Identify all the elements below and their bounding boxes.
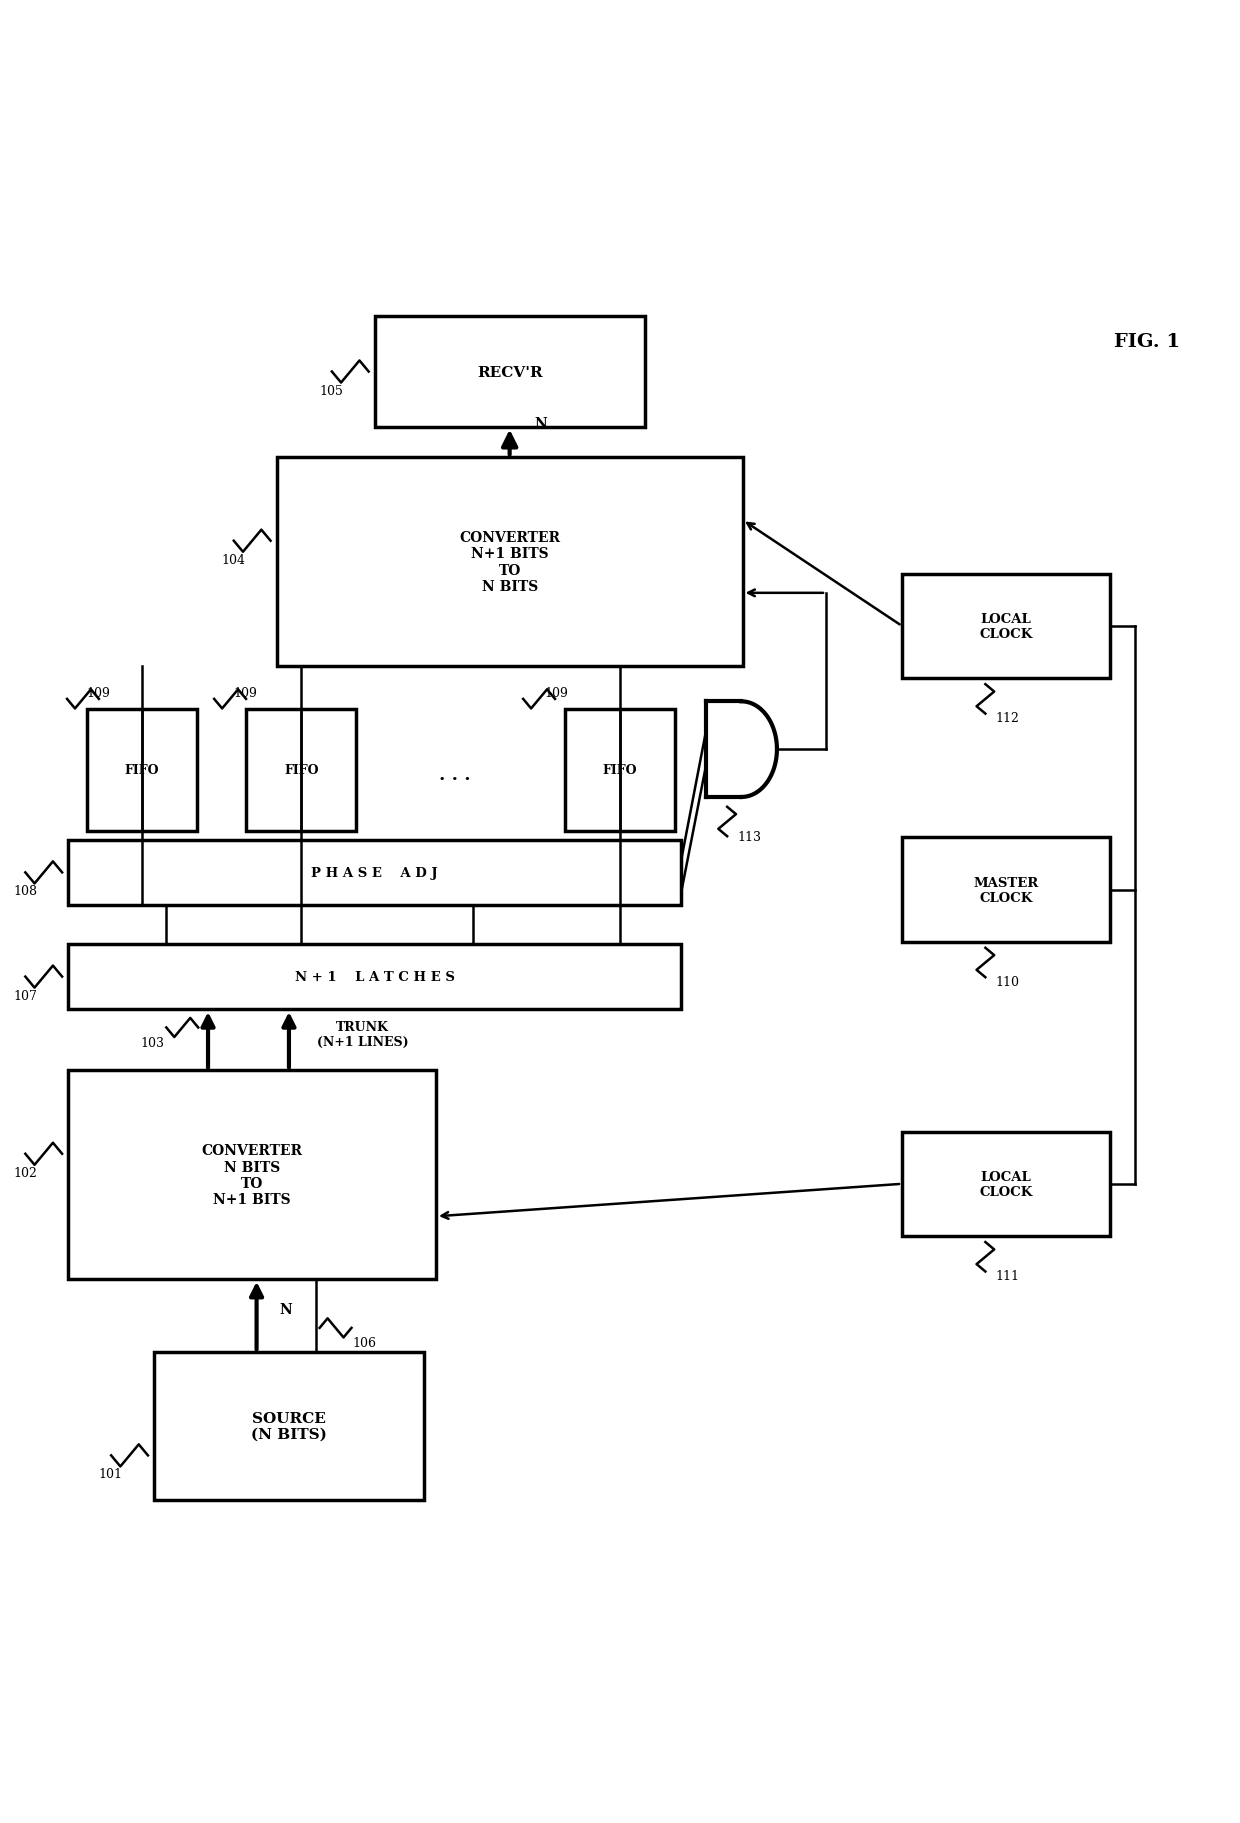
Text: N + 1    L A T C H E S: N + 1 L A T C H E S <box>295 970 455 984</box>
Text: 112: 112 <box>996 711 1019 724</box>
Text: N: N <box>280 1303 293 1316</box>
Bar <box>901 1132 1111 1236</box>
Text: 106: 106 <box>352 1336 377 1349</box>
Text: MASTER
CLOCK: MASTER CLOCK <box>973 877 1039 904</box>
Text: 109: 109 <box>544 687 568 700</box>
Text: FIG. 1: FIG. 1 <box>1115 332 1180 350</box>
Text: FIFO: FIFO <box>124 764 159 777</box>
Bar <box>68 1070 436 1280</box>
Text: 108: 108 <box>14 884 37 899</box>
Text: . . .: . . . <box>439 766 470 784</box>
Bar <box>565 709 675 831</box>
Text: LOCAL
CLOCK: LOCAL CLOCK <box>980 1170 1033 1198</box>
Text: 104: 104 <box>222 554 246 567</box>
Text: N: N <box>534 417 547 430</box>
Text: FIFO: FIFO <box>284 764 319 777</box>
Bar <box>246 709 356 831</box>
Bar <box>277 458 743 667</box>
Text: 105: 105 <box>320 385 343 397</box>
Text: 101: 101 <box>99 1468 123 1480</box>
Text: 113: 113 <box>737 831 761 844</box>
Text: CONVERTER
N+1 BITS
TO
N BITS: CONVERTER N+1 BITS TO N BITS <box>459 530 560 594</box>
Text: 103: 103 <box>140 1035 165 1050</box>
Bar <box>374 317 645 427</box>
Text: RECV'R: RECV'R <box>477 365 542 379</box>
Text: 109: 109 <box>234 687 258 700</box>
Text: 110: 110 <box>996 975 1019 988</box>
Bar <box>87 709 197 831</box>
Text: TRUNK
(N+1 LINES): TRUNK (N+1 LINES) <box>316 1021 408 1048</box>
Bar <box>68 840 681 906</box>
Bar <box>901 574 1111 678</box>
Bar <box>68 944 681 1010</box>
Text: 109: 109 <box>87 687 110 700</box>
Bar <box>154 1353 424 1500</box>
Text: FIFO: FIFO <box>603 764 637 777</box>
Text: P H A S E    A D J: P H A S E A D J <box>311 866 438 879</box>
Text: 102: 102 <box>14 1167 37 1179</box>
Bar <box>901 839 1111 942</box>
Text: 107: 107 <box>14 990 37 1003</box>
Text: 111: 111 <box>996 1269 1019 1282</box>
Text: CONVERTER
N BITS
TO
N+1 BITS: CONVERTER N BITS TO N+1 BITS <box>202 1143 303 1207</box>
Text: LOCAL
CLOCK: LOCAL CLOCK <box>980 613 1033 640</box>
Text: SOURCE
(N BITS): SOURCE (N BITS) <box>250 1411 327 1442</box>
